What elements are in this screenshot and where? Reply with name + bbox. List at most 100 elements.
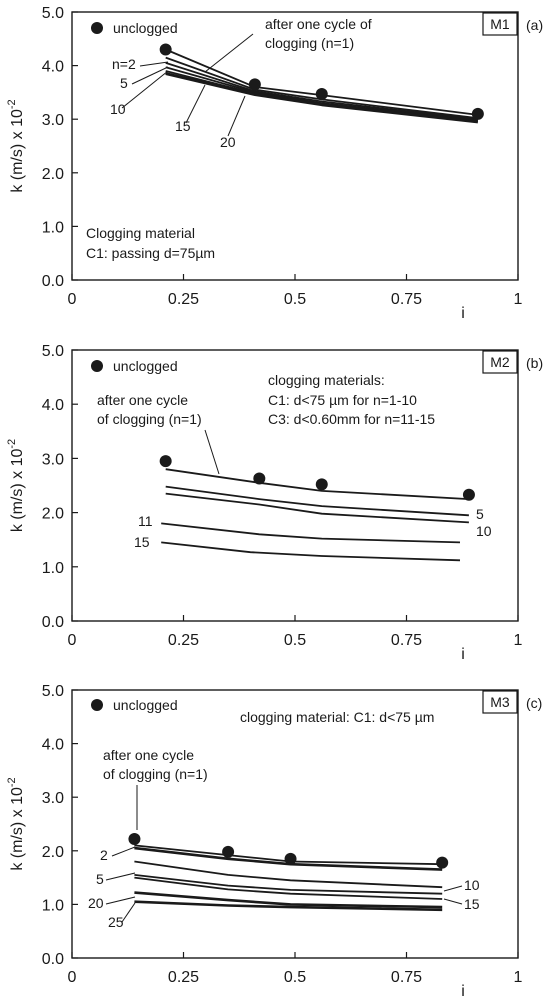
series-line-11 xyxy=(161,522,461,544)
series-leader xyxy=(105,872,136,881)
annotation: C3: d<0.60mm for n=11-15 xyxy=(268,411,435,427)
x-tick-label: 0.25 xyxy=(168,291,199,308)
series-label: 5 xyxy=(96,871,104,887)
series-label: 15 xyxy=(175,118,191,134)
series-label: 15 xyxy=(464,896,480,912)
legend-label: unclogged xyxy=(113,358,178,374)
y-axis-label-group: k (m/s) x 10-2 xyxy=(6,777,26,870)
series-line-10 xyxy=(165,492,469,524)
annotation: after one cycle xyxy=(103,747,194,763)
series-line-15 xyxy=(161,541,461,562)
legend-marker xyxy=(91,360,103,372)
x-tick-label: 0.5 xyxy=(284,291,306,308)
legend-label: unclogged xyxy=(113,697,178,713)
y-axis-label: k (m/s) x 10-2 xyxy=(6,439,26,532)
unclogged-point xyxy=(248,78,261,91)
annotation: of clogging (n=1) xyxy=(103,766,208,782)
y-tick-label: 3.0 xyxy=(42,112,64,129)
annotation-leader xyxy=(204,429,220,475)
plot-frame xyxy=(71,349,519,622)
y-tick-label: 4.0 xyxy=(42,59,64,76)
series-line-10 xyxy=(134,874,443,895)
y-axis-label-exponent: -2 xyxy=(6,439,18,449)
x-tick-label: 0.75 xyxy=(391,969,422,986)
series-leader xyxy=(111,846,136,857)
y-tick-label: 4.0 xyxy=(42,737,64,754)
unclogged-point xyxy=(436,856,449,869)
y-tick-label: 1.0 xyxy=(42,560,64,577)
y-tick-label: 2.0 xyxy=(42,844,64,861)
y-tick-label: 2.0 xyxy=(42,506,64,523)
unclogged-point xyxy=(128,833,141,846)
series-line-15 xyxy=(134,876,443,900)
panel-m1: 0.0 1.0 2.0 3.0 4.0 5.0 0 0.25 0.5 0.75 1 i k (m/s) … xyxy=(6,5,543,322)
y-axis-label-text: k (m/s) x 10 xyxy=(9,109,26,193)
y-axis-label-exponent: -2 xyxy=(6,777,18,787)
x-tick-label: 1 xyxy=(514,291,523,308)
series-leader xyxy=(443,898,463,905)
annotation: of clogging (n=1) xyxy=(97,411,202,427)
series-leader xyxy=(443,885,463,892)
x-axis-label: i xyxy=(461,646,465,663)
x-tick-label: 1 xyxy=(514,969,523,986)
panel-tag: M1 xyxy=(490,16,510,32)
x-tick-label: 0.25 xyxy=(168,632,199,649)
panel-tag-box xyxy=(482,350,518,374)
plot-frame xyxy=(71,689,519,959)
annotation: C1: passing d=75µm xyxy=(86,245,215,261)
annotation: clogging (n=1) xyxy=(265,35,354,51)
panel-letter: (a) xyxy=(526,17,543,33)
series-line-20 xyxy=(165,72,479,124)
y-tick-label: 1.0 xyxy=(42,219,64,236)
annotation: clogging materials: xyxy=(268,372,385,388)
x-tick-label: 1 xyxy=(514,632,523,649)
y-tick-label: 5.0 xyxy=(42,343,64,360)
series-label: 20 xyxy=(220,134,236,150)
annotation-leader xyxy=(204,33,254,73)
panel-tag-box xyxy=(482,690,518,714)
panel-tag-box xyxy=(482,12,518,36)
y-tick-label: 3.0 xyxy=(42,451,64,468)
series-label: 20 xyxy=(88,895,104,911)
legend-marker xyxy=(91,699,103,711)
y-tick-label: 0.0 xyxy=(42,614,64,631)
unclogged-point xyxy=(284,852,297,865)
series-line-n1 xyxy=(165,48,479,116)
panel-m2: 0.0 1.0 2.0 3.0 4.0 5.0 0 0.25 0.5 0.75 1 i k (m/s) … xyxy=(6,343,543,663)
y-tick-label: 0.0 xyxy=(42,273,64,290)
panel-m3: 0.0 1.0 2.0 3.0 4.0 5.0 0 0.25 0.5 0.75 1 i k (m/s) … xyxy=(6,683,542,1000)
y-axis-label: k (m/s) x 10-2 xyxy=(6,99,26,192)
series-label: 5 xyxy=(476,506,484,522)
annotation: after one cycle xyxy=(97,392,188,408)
y-axis-label-group: k (m/s) x 10-2 xyxy=(6,439,26,532)
x-tick-label: 0 xyxy=(68,632,77,649)
x-axis-label: i xyxy=(461,305,465,322)
series-line-10 xyxy=(165,66,478,122)
y-tick-label: 0.0 xyxy=(42,951,64,968)
series-leader xyxy=(121,902,136,923)
y-axis-label: k (m/s) x 10-2 xyxy=(6,777,26,870)
series-leader xyxy=(227,95,246,137)
series-leader xyxy=(185,84,206,124)
x-axis-label: i xyxy=(461,983,465,1000)
x-tick-label: 0 xyxy=(68,969,77,986)
series-leader xyxy=(105,896,136,905)
series-line-n1 xyxy=(134,844,443,866)
y-axis-label-exponent: -2 xyxy=(6,99,18,109)
unclogged-point xyxy=(222,845,235,858)
series-label: 10 xyxy=(464,877,480,893)
unclogged-point xyxy=(159,455,172,468)
y-axis-label-group: k (m/s) x 10-2 xyxy=(6,99,26,192)
series-label: 2 xyxy=(100,847,108,863)
series-label: 10 xyxy=(476,523,492,539)
legend-label: unclogged xyxy=(113,20,178,36)
y-tick-label: 1.0 xyxy=(42,897,64,914)
series-line-n1 xyxy=(165,468,469,500)
series-label: 11 xyxy=(138,513,153,529)
x-tick-label: 0.75 xyxy=(391,291,422,308)
series-label: n=2 xyxy=(112,56,136,72)
series-leader xyxy=(139,61,169,67)
panel-letter: (b) xyxy=(526,355,543,371)
series-label: 25 xyxy=(108,914,124,930)
